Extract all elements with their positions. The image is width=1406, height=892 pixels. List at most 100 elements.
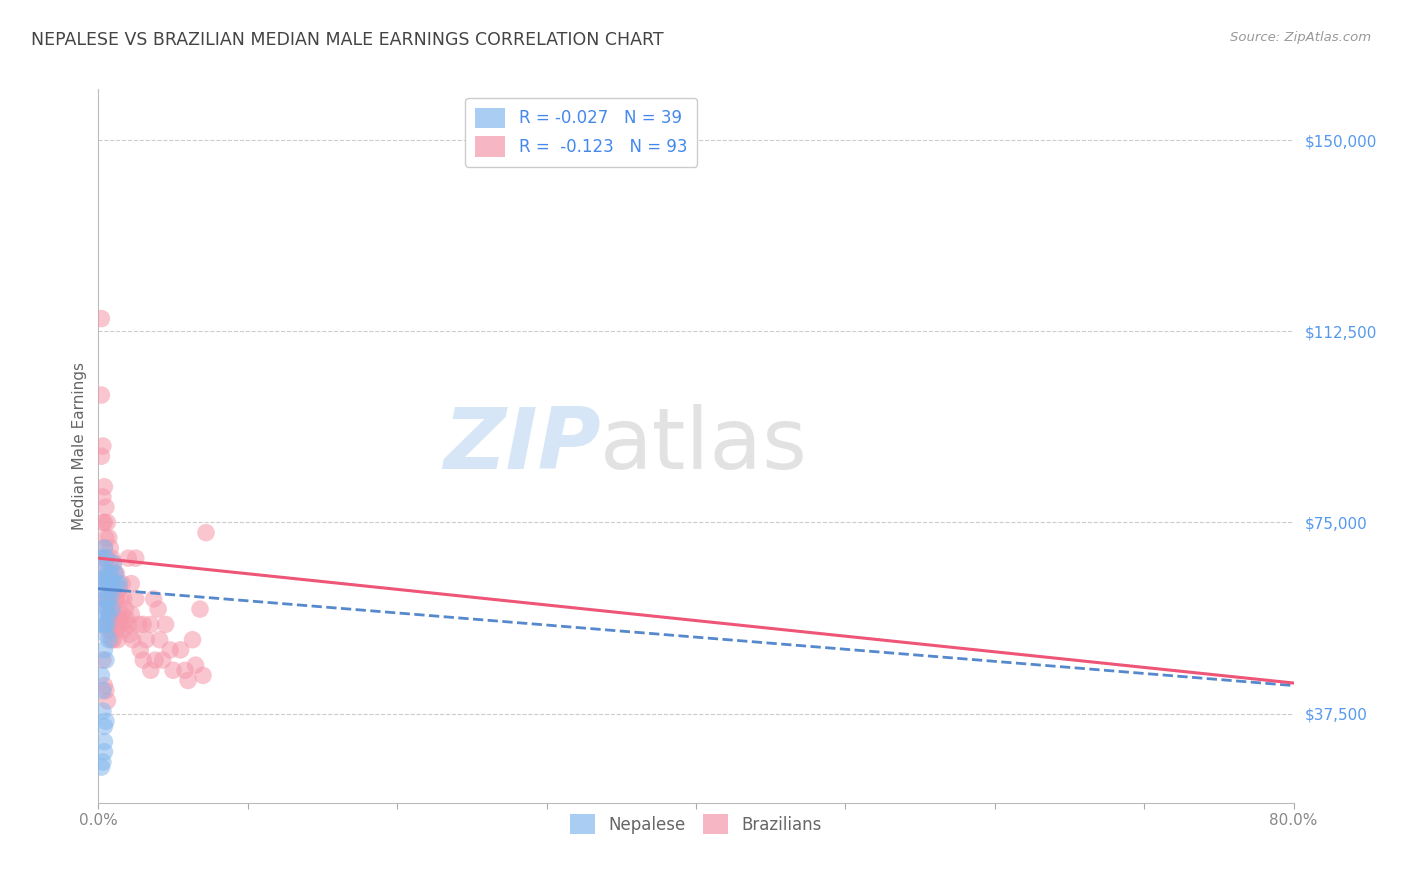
Point	[104, 566, 127, 581]
Point	[125, 551, 148, 566]
Point	[94, 531, 117, 545]
Point	[125, 591, 148, 606]
Point	[94, 551, 117, 566]
Point	[101, 602, 124, 616]
Point	[93, 480, 115, 494]
Point	[139, 663, 162, 677]
Point	[120, 576, 142, 591]
Point	[148, 602, 170, 616]
Point	[97, 607, 120, 622]
Point	[104, 591, 127, 606]
Point	[101, 576, 124, 591]
Point	[108, 612, 131, 626]
Y-axis label: Median Male Earnings: Median Male Earnings	[72, 362, 87, 530]
Point	[139, 617, 162, 632]
Point	[90, 551, 112, 566]
Point	[90, 388, 112, 402]
Point	[155, 617, 177, 632]
Point	[91, 490, 114, 504]
Point	[96, 516, 118, 530]
Point	[110, 591, 132, 606]
Point	[96, 623, 118, 637]
Point	[97, 566, 120, 581]
Point	[93, 572, 115, 586]
Point	[97, 576, 120, 591]
Point	[93, 719, 115, 733]
Point	[94, 714, 117, 729]
Point	[103, 582, 125, 596]
Point	[128, 617, 150, 632]
Point	[97, 531, 120, 545]
Point	[90, 311, 112, 326]
Point	[104, 617, 127, 632]
Point	[94, 653, 117, 667]
Point	[98, 602, 122, 616]
Point	[97, 612, 120, 626]
Point	[191, 668, 214, 682]
Point	[101, 607, 124, 622]
Point	[96, 694, 118, 708]
Point	[93, 643, 115, 657]
Point	[107, 632, 129, 647]
Point	[97, 591, 120, 606]
Point	[174, 663, 197, 677]
Point	[90, 760, 112, 774]
Point	[103, 556, 125, 570]
Point	[93, 516, 115, 530]
Point	[93, 679, 115, 693]
Point	[101, 632, 124, 647]
Point	[91, 602, 114, 616]
Point	[103, 556, 125, 570]
Point	[162, 663, 184, 677]
Point	[94, 551, 117, 566]
Point	[132, 617, 155, 632]
Point	[93, 591, 115, 606]
Point	[118, 627, 141, 641]
Point	[120, 607, 142, 622]
Point	[90, 668, 112, 682]
Point	[110, 617, 132, 632]
Point	[96, 566, 118, 581]
Point	[94, 500, 117, 515]
Point	[96, 551, 118, 566]
Point	[117, 617, 139, 632]
Point	[91, 653, 114, 667]
Point	[132, 653, 155, 667]
Point	[91, 516, 114, 530]
Point	[94, 683, 117, 698]
Point	[115, 612, 138, 626]
Point	[143, 653, 166, 667]
Point	[107, 582, 129, 596]
Point	[90, 449, 112, 463]
Point	[184, 658, 207, 673]
Point	[105, 623, 128, 637]
Point	[169, 643, 191, 657]
Point	[93, 745, 115, 759]
Point	[94, 576, 117, 591]
Point	[91, 755, 114, 769]
Point	[181, 632, 204, 647]
Point	[152, 653, 174, 667]
Point	[101, 582, 124, 596]
Point	[114, 602, 136, 616]
Point	[96, 617, 118, 632]
Point	[91, 566, 114, 581]
Point	[111, 607, 134, 622]
Point	[96, 591, 118, 606]
Point	[91, 704, 114, 718]
Point	[93, 734, 115, 748]
Point	[96, 576, 118, 591]
Point	[91, 551, 114, 566]
Text: ZIP: ZIP	[443, 404, 600, 488]
Point	[93, 541, 115, 555]
Point	[108, 576, 131, 591]
Point	[142, 591, 165, 606]
Point	[105, 591, 128, 606]
Point	[103, 607, 125, 622]
Point	[98, 566, 122, 581]
Point	[90, 582, 112, 596]
Legend: Nepalese, Brazilians: Nepalese, Brazilians	[564, 807, 828, 841]
Point	[105, 576, 128, 591]
Text: NEPALESE VS BRAZILIAN MEDIAN MALE EARNINGS CORRELATION CHART: NEPALESE VS BRAZILIAN MEDIAN MALE EARNIN…	[31, 31, 664, 49]
Point	[97, 632, 120, 647]
